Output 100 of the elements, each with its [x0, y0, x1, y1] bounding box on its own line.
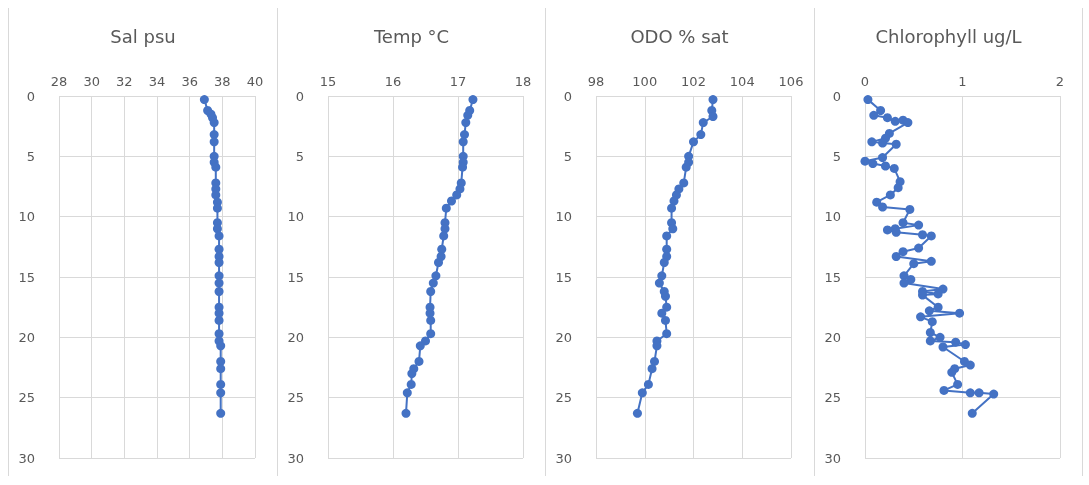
point: [214, 278, 224, 288]
point: [661, 315, 671, 325]
point: [216, 388, 226, 398]
x-tick-label: 40: [246, 74, 264, 89]
point: [431, 271, 441, 281]
point: [216, 379, 226, 389]
point: [434, 258, 443, 268]
point: [415, 341, 425, 351]
y-tick-label: 15: [555, 269, 573, 285]
point: [657, 271, 667, 281]
y-tick-label: 0: [832, 88, 841, 104]
point: [426, 315, 436, 325]
chart-title: Chlorophyll ug/L: [875, 25, 1022, 47]
point: [657, 308, 667, 318]
y-tick-label: 20: [555, 329, 573, 345]
x-tick-label: 30: [83, 74, 100, 89]
y-tick-label: 10: [18, 209, 35, 225]
y-tick-label: 15: [824, 269, 841, 285]
point: [406, 379, 416, 389]
y-tick-label: 5: [832, 148, 841, 164]
point: [650, 356, 660, 366]
x-tick-label: 104: [730, 74, 755, 89]
y-tick-label: 15: [287, 269, 304, 285]
point: [428, 278, 438, 288]
x-tick-label: 2: [1055, 74, 1064, 89]
point: [660, 258, 670, 268]
point: [647, 364, 657, 374]
x-tick-label: 98: [588, 74, 605, 89]
y-tick-label: 5: [26, 148, 35, 164]
point: [682, 162, 692, 172]
point: [662, 329, 672, 339]
x-tick-label: 100: [632, 74, 658, 89]
x-tick-label: 34: [148, 74, 166, 89]
x-tick-label: 17: [449, 74, 467, 89]
x-tick-label: 106: [778, 74, 804, 89]
x-tick-label: 0: [860, 74, 869, 89]
point: [458, 137, 468, 147]
point: [669, 196, 679, 206]
point: [667, 203, 677, 213]
point: [638, 388, 648, 398]
x-tick-label: 16: [384, 74, 402, 89]
point: [426, 286, 436, 296]
point: [662, 231, 672, 241]
point: [214, 286, 224, 296]
x-tick-label: 18: [514, 74, 532, 89]
y-tick-label: 0: [26, 88, 35, 104]
point: [447, 196, 456, 206]
chart-title: ODO % sat: [630, 25, 729, 47]
point: [214, 258, 224, 268]
point: [662, 302, 672, 312]
point: [461, 118, 471, 128]
point: [708, 112, 718, 122]
point: [209, 118, 219, 128]
y-tick-label: 25: [555, 390, 573, 406]
y-tick-label: 30: [824, 450, 841, 466]
point: [401, 408, 411, 418]
y-tick-label: 25: [18, 390, 35, 406]
point: [439, 231, 449, 241]
point: [633, 408, 643, 418]
x-tick-label: 36: [181, 74, 198, 89]
point: [699, 118, 709, 128]
point: [655, 278, 665, 288]
x-tick-label: 1: [958, 74, 967, 89]
point: [426, 329, 436, 339]
y-tick-label: 30: [18, 450, 35, 466]
point: [216, 356, 226, 366]
point: [199, 95, 209, 105]
x-tick-label: 102: [681, 74, 707, 89]
point: [402, 388, 412, 398]
point: [668, 224, 678, 234]
point: [708, 95, 718, 105]
chart-title: Sal psu: [110, 25, 176, 47]
chart-title: Temp °C: [372, 25, 450, 47]
y-tick-label: 20: [824, 329, 841, 345]
y-tick-label: 0: [295, 88, 304, 104]
x-tick-label: 32: [116, 74, 133, 89]
y-tick-label: 15: [18, 269, 35, 285]
point: [689, 137, 699, 147]
y-tick-label: 30: [555, 450, 573, 466]
y-tick-label: 20: [18, 329, 35, 345]
point: [214, 315, 224, 325]
y-tick-label: 10: [287, 209, 304, 225]
point: [211, 162, 221, 172]
point: [468, 95, 478, 105]
point: [696, 130, 706, 140]
point: [209, 137, 219, 147]
y-tick-label: 5: [295, 148, 304, 164]
point: [452, 190, 462, 200]
y-tick-label: 10: [824, 209, 841, 225]
y-tick-label: 25: [287, 390, 304, 406]
point: [216, 408, 226, 418]
y-tick-label: 0: [564, 88, 573, 104]
point: [679, 178, 689, 188]
point: [644, 379, 654, 389]
x-tick-label: 38: [214, 74, 231, 89]
y-tick-label: 5: [564, 148, 573, 164]
point: [214, 231, 224, 241]
point: [212, 224, 222, 234]
point: [407, 369, 417, 379]
y-tick-label: 10: [555, 209, 573, 225]
